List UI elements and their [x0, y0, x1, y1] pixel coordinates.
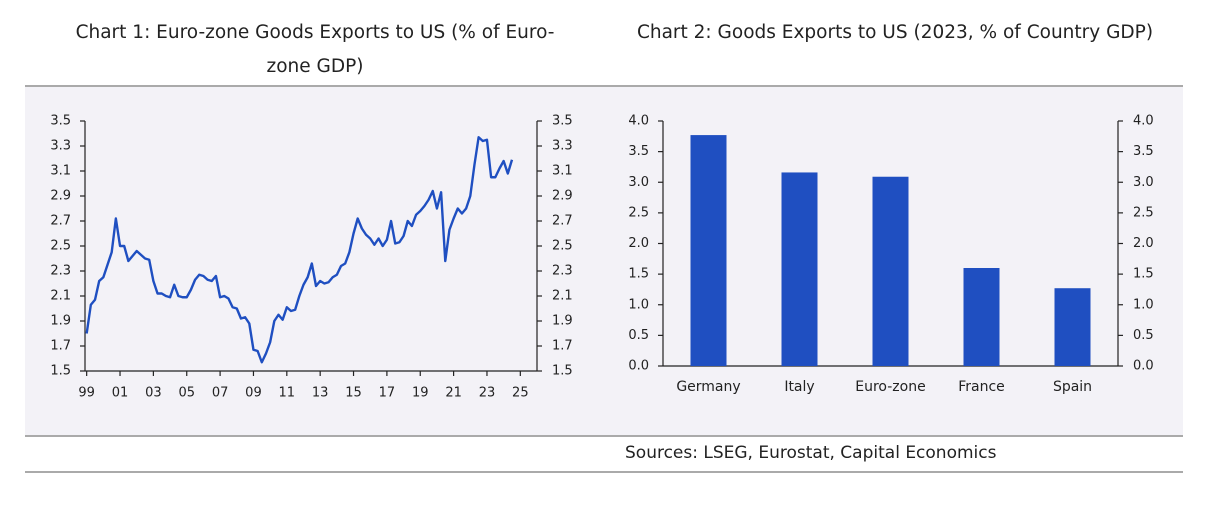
x-tick-label: 07: [212, 386, 229, 401]
y-tick-label: 2.3: [50, 264, 71, 279]
bar: [690, 135, 727, 366]
y2-tick-label: 1.5: [1133, 267, 1154, 282]
y2-tick-label: 2.1: [552, 289, 573, 304]
y2-tick-label: 3.0: [1133, 175, 1154, 190]
x-tick-label: France: [958, 379, 1005, 395]
x-tick-label: 13: [312, 386, 329, 401]
y-tick-label: 3.3: [50, 139, 71, 154]
x-tick-label: 05: [178, 386, 195, 401]
y-tick-label: 0.0: [628, 359, 649, 374]
y-tick-label: 2.5: [628, 205, 649, 220]
y2-tick-label: 1.5: [552, 364, 573, 379]
x-tick-label: 21: [445, 386, 462, 401]
data-line: [85, 136, 514, 364]
x-tick-label: 01: [112, 386, 129, 401]
y-tick-label: 1.7: [50, 339, 71, 354]
y2-tick-label: 1.0: [1133, 297, 1154, 312]
y-tick-label: 2.0: [628, 236, 649, 251]
y2-tick-label: 3.1: [552, 164, 573, 179]
bar: [1054, 288, 1091, 366]
y2-tick-label: 2.9: [552, 189, 573, 204]
y2-tick-label: 1.7: [552, 339, 573, 354]
x-tick-label: Euro-zone: [855, 379, 925, 395]
y-tick-label: 1.0: [628, 297, 649, 312]
chart-title: Chart 1: Euro-zone Goods Exports to US (…: [75, 22, 555, 77]
y-tick-label: 2.1: [50, 289, 71, 304]
bar: [963, 268, 1000, 366]
y-tick-label: 1.5: [50, 364, 71, 379]
chart-title: Chart 2: Goods Exports to US (2023, % of…: [636, 22, 1154, 43]
y-tick-label: 2.7: [50, 214, 71, 229]
x-tick-label: 25: [512, 386, 529, 401]
x-tick-label: Germany: [676, 379, 740, 395]
x-tick-label: Italy: [784, 379, 814, 395]
bar: [781, 172, 818, 366]
y2-tick-label: 2.5: [552, 239, 573, 254]
y2-tick-label: 0.0: [1133, 359, 1154, 374]
x-tick-label: 11: [279, 386, 296, 401]
y2-tick-label: 3.5: [552, 114, 573, 129]
x-tick-label: 23: [479, 386, 496, 401]
y-tick-label: 3.5: [50, 114, 71, 129]
y2-tick-label: 2.5: [1133, 205, 1154, 220]
y-tick-label: 3.5: [628, 144, 649, 159]
y2-tick-label: 3.3: [552, 139, 573, 154]
source-note: Sources: LSEG, Eurostat, Capital Economi…: [625, 443, 997, 463]
y2-tick-label: 2.3: [552, 264, 573, 279]
y-tick-label: 2.5: [50, 239, 71, 254]
y-tick-label: 2.9: [50, 189, 71, 204]
y2-tick-label: 3.5: [1133, 144, 1154, 159]
panel-background: [25, 87, 1183, 435]
y-tick-label: 3.1: [50, 164, 71, 179]
y-tick-label: 1.5: [628, 267, 649, 282]
y-tick-label: 3.0: [628, 175, 649, 190]
y-tick-label: 1.9: [50, 314, 71, 329]
x-tick-label: 03: [145, 386, 162, 401]
x-tick-label: Spain: [1053, 379, 1092, 395]
y-tick-label: 4.0: [628, 114, 649, 129]
y2-tick-label: 0.5: [1133, 328, 1154, 343]
y2-tick-label: 2.0: [1133, 236, 1154, 251]
x-tick-label: 17: [379, 386, 396, 401]
x-tick-label: 09: [245, 386, 262, 401]
x-tick-label: 99: [78, 386, 95, 401]
y2-tick-label: 4.0: [1133, 114, 1154, 129]
x-tick-label: 15: [345, 386, 362, 401]
y2-tick-label: 2.7: [552, 214, 573, 229]
y2-tick-label: 1.9: [552, 314, 573, 329]
bar: [872, 176, 909, 366]
x-tick-label: 19: [412, 386, 429, 401]
y-tick-label: 0.5: [628, 328, 649, 343]
